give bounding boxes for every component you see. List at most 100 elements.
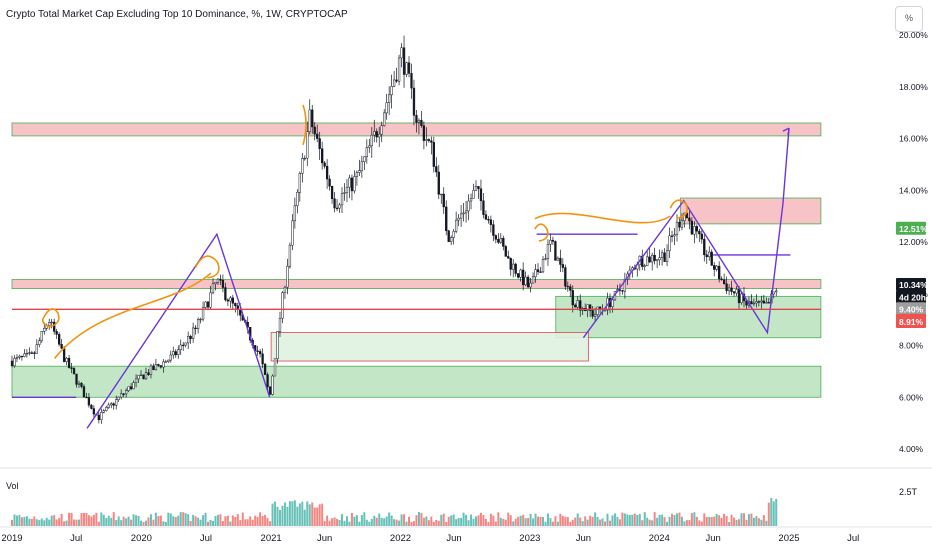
volume-bar [599,519,602,526]
candle-body [514,263,517,274]
candle-body [442,193,445,208]
price-label-text: 4d 20h [899,293,926,303]
y-tick-label: 20.00% [899,30,928,40]
candle-body [437,171,440,195]
volume-bar [472,519,475,526]
candle-body [127,386,130,391]
volume-bar [616,516,619,526]
volume-bar [110,517,113,526]
candle-body [144,372,148,380]
trend-line-purple [86,232,271,429]
volume-bar [241,512,244,526]
candle-body [492,224,495,236]
volume-bar [189,520,192,526]
volume-bar [631,514,634,526]
candle-body [564,267,567,287]
orange-annotation [53,272,212,359]
candle-body [713,265,716,270]
candle-body [102,410,105,413]
volume-bar [385,516,388,526]
volume-bar [224,516,227,526]
volume-bar [85,512,88,526]
volume-bar [321,503,324,526]
candle-body [38,340,41,345]
candle-body [556,257,560,261]
volume-bar [142,521,145,526]
volume-bar [264,514,267,526]
candle-body [363,156,366,162]
volume-bar [288,501,291,526]
candle-body [675,221,679,235]
candle-body [308,109,311,133]
volume-bar [559,513,562,526]
candle-body [457,217,460,221]
candle-body [53,321,56,332]
volume-bar [199,519,202,526]
x-tick-label: Jul [200,533,212,544]
candle-body [209,292,212,308]
volume-bar [479,512,482,526]
candle-body [288,244,292,267]
candle-body [258,351,262,355]
volume-bar [102,514,105,526]
volume-bar [765,520,768,526]
volume-bar [266,518,269,526]
candle-body [172,351,175,356]
candle-body [760,300,763,303]
candle-body [459,213,463,219]
candle-body [375,131,378,138]
volume-bar [283,502,286,526]
chart-title: Crypto Total Market Cap Excluding Top 10… [6,9,348,20]
x-tick-label: 2021 [261,533,282,544]
volume-bar [683,521,686,526]
candle-body [62,348,66,362]
volume-bar [383,518,386,526]
volume-bar [355,515,358,526]
candle-body [194,327,197,330]
volume-bar [97,521,100,526]
volume-bar [169,513,172,526]
volume-bar [286,506,289,526]
volume-bar [65,520,68,526]
candle-body [737,289,741,304]
volume-bar [345,516,348,526]
candle-body [422,125,426,141]
candle-body [378,133,381,138]
volume-bar [157,515,160,526]
candle-body [499,237,502,243]
volume-bar [611,515,614,526]
volume-bar [306,501,309,526]
volume-bar [445,521,448,526]
volume-bar [90,516,93,526]
volume-bar [400,514,403,526]
candle-body [338,204,341,209]
volume-bar [229,521,232,526]
volume-bar [159,515,162,526]
percent-scale-button[interactable]: % [895,6,923,32]
volume-bar [738,519,741,526]
volume-bar [43,520,46,526]
volume-bar [254,515,257,526]
volume-bar [395,519,398,526]
candle-body [663,252,666,262]
candle-body [124,390,128,395]
volume-bar [63,521,66,526]
candle-body [388,94,391,103]
volume-bar [656,517,659,526]
volume-bar [388,512,391,526]
price-label-box [896,277,926,291]
volume-bar [584,516,587,526]
candle-body [306,131,309,159]
volume-bar [465,514,468,526]
volume-bar [556,521,559,526]
volume-bar [30,519,33,526]
candle-body [425,139,428,141]
candle-body [668,235,671,252]
candle-body [531,276,535,284]
candle-body [549,239,552,245]
volume-bar [589,515,592,526]
volume-bar [579,517,582,526]
candle-body [221,280,225,288]
candle-body [112,403,115,406]
